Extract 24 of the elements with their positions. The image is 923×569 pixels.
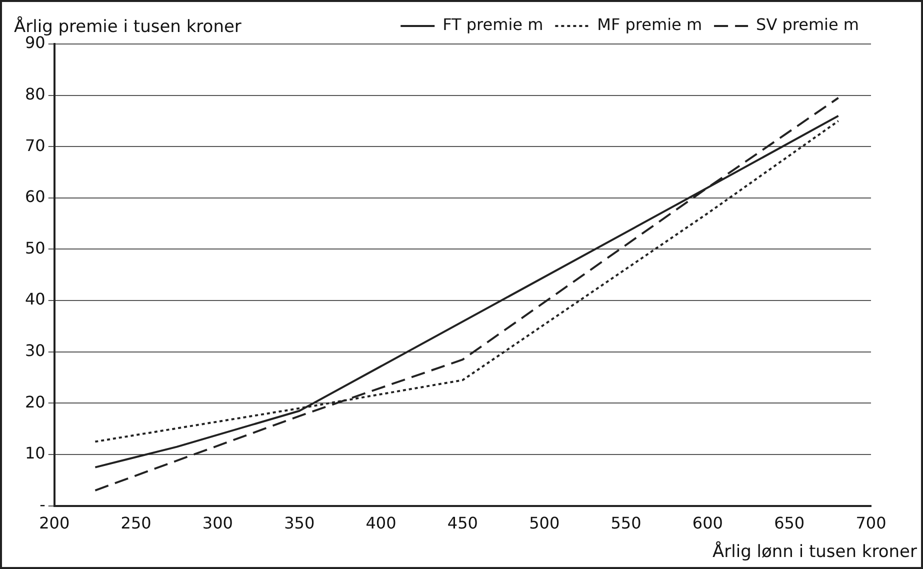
x-tick-label: 600 — [692, 514, 723, 533]
y-tick-label: 40 — [25, 290, 46, 309]
x-tick-label: 550 — [610, 514, 642, 533]
y-tick-label: 50 — [25, 238, 46, 258]
y-tick-label: 80 — [25, 84, 46, 104]
x-tick-label: 200 — [39, 514, 70, 533]
y-tick-label: 20 — [25, 392, 46, 412]
x-tick-label: 250 — [120, 514, 152, 533]
x-tick-label: 300 — [202, 514, 233, 533]
y-tick-label: 60 — [25, 187, 46, 206]
x-tick-label: 500 — [529, 514, 560, 533]
legend-label: FT premie m — [442, 15, 544, 34]
y-tick-label: 10 — [25, 444, 46, 463]
x-axis-title: Årlig lønn i tusen kroner — [712, 541, 918, 562]
y-tick-label: 70 — [25, 136, 46, 155]
y-tick-label: 30 — [25, 341, 46, 360]
x-tick-label: 400 — [366, 514, 396, 533]
x-tick-label: 700 — [856, 514, 886, 533]
x-tick-label: 350 — [284, 514, 315, 533]
legend-label: MF premie m — [597, 15, 702, 34]
x-tick-label: 650 — [774, 514, 805, 533]
y-tick-label: - — [40, 494, 46, 514]
x-tick-label: 450 — [447, 514, 478, 533]
legend-label: SV premie m — [756, 15, 860, 34]
